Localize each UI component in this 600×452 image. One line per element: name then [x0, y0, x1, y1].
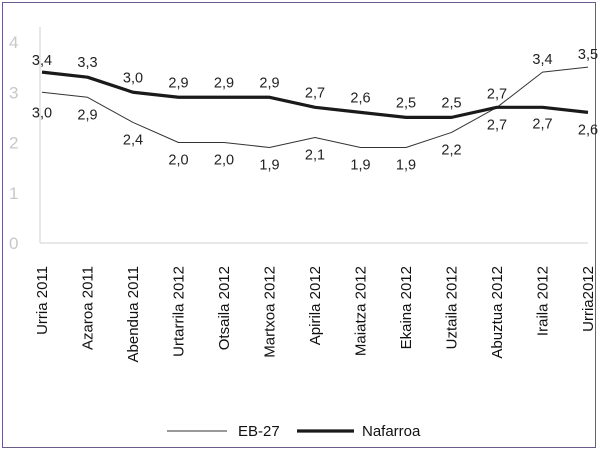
x-tick-labels: Urria 2011 Azaroa 2011 Abendua 2011 Urtarri…	[34, 266, 597, 362]
x-tick-label: Azaroa 2011	[80, 266, 97, 350]
data-label-eb27: 3,4	[532, 52, 552, 68]
x-tick-label: Ekaina 2012	[398, 266, 415, 349]
data-label-eb27: 3,0	[32, 105, 52, 121]
data-label-nafarroa: 2,7	[487, 117, 507, 133]
data-label-eb27: 2,0	[214, 153, 234, 169]
y-tick-label: 3	[9, 83, 18, 102]
data-label-eb27: 2,9	[77, 107, 97, 123]
data-label-eb27: 1,9	[350, 158, 370, 174]
x-tick-label: Maiatza 2012	[353, 266, 370, 356]
x-tick-label: Abendua 2011	[125, 266, 142, 362]
data-label-eb27: 2,2	[441, 142, 461, 158]
data-label-eb27: 2,4	[123, 132, 143, 148]
legend-label-eb27: EB-27	[238, 423, 280, 440]
data-label-nafarroa: 3,4	[32, 53, 52, 69]
legend: EB-27 Nafarroa	[167, 423, 421, 440]
data-labels: 3,0 3,4 2,9 3,3 2,4 3,0 2,0 2,9 2,0 2,9 1,9 2,9 2,1 2…	[32, 47, 598, 173]
data-label-eb27: 1,9	[259, 158, 279, 174]
x-tick-label: Urtarrila 2012	[171, 266, 188, 357]
data-label-nafarroa: 2,7	[532, 116, 552, 132]
data-label-eb27: 2,0	[168, 153, 188, 169]
data-label-nafarroa: 2,9	[214, 75, 234, 91]
series-lines	[41, 66, 589, 149]
axes	[39, 27, 588, 244]
data-label-nafarroa: 2,6	[578, 122, 598, 138]
data-label-nafarroa: 2,7	[305, 85, 325, 101]
data-label-eb27: 2,1	[305, 147, 325, 163]
data-label-nafarroa: 3,3	[77, 55, 97, 71]
data-label-nafarroa: 2,5	[441, 95, 461, 111]
x-tick-label: Abuztua 2012	[489, 266, 506, 359]
chart-frame	[2, 2, 596, 448]
x-tick-label: Urria2012	[580, 266, 597, 332]
y-tick-label: 1	[9, 184, 18, 203]
y-tick-label: 2	[9, 134, 18, 153]
series-line-nafarroa	[41, 70, 589, 119]
data-label-nafarroa: 2,9	[168, 75, 188, 91]
data-label-eb27: 1,9	[396, 158, 416, 174]
data-label-nafarroa: 2,6	[350, 90, 370, 106]
x-tick-label: Uztaila 2012	[444, 266, 461, 349]
x-tick-label: Apirila 2012	[307, 266, 324, 345]
legend-label-nafarroa: Nafarroa	[362, 423, 421, 440]
data-label-nafarroa: 2,9	[259, 75, 279, 91]
x-tick-label: Urria 2011	[34, 266, 51, 335]
y-tick-labels: 0 1 2 3 4	[9, 33, 18, 253]
x-tick-label: Iraila 2012	[535, 266, 552, 336]
data-label-nafarroa: 3,0	[123, 70, 143, 86]
y-tick-label: 0	[9, 234, 18, 253]
y-tick-label: 4	[9, 33, 18, 52]
data-label-nafarroa: 2,5	[396, 95, 416, 111]
x-tick-label: Otsaila 2012	[216, 266, 233, 350]
data-label-eb27: 3,5	[578, 47, 598, 63]
data-label-eb27: 2,7	[487, 86, 507, 102]
x-tick-label: Martxoa 2012	[262, 266, 279, 358]
